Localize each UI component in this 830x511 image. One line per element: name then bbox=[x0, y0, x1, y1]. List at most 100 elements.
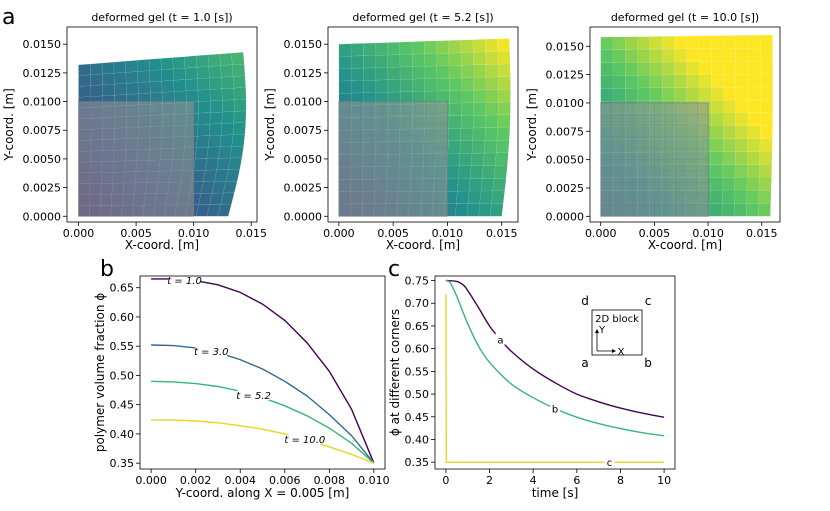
gel2-cell bbox=[338, 43, 352, 57]
gel1-cell bbox=[185, 89, 199, 103]
gel1-cell bbox=[90, 84, 103, 97]
gel3-cell bbox=[600, 36, 614, 51]
inset-corner-d: d bbox=[581, 294, 589, 308]
gel2-cell bbox=[497, 101, 511, 116]
gel2-cell bbox=[454, 203, 469, 217]
gel2-ytick-label-5: 0.0125 bbox=[284, 67, 323, 80]
gel1-cell bbox=[173, 79, 187, 92]
gel3-xtick-label-0: 0.000 bbox=[585, 227, 617, 240]
gel3-cell bbox=[710, 151, 724, 165]
gel1-cell bbox=[196, 66, 210, 80]
gel1-cell bbox=[221, 87, 235, 101]
gel3-frame bbox=[589, 26, 781, 223]
gel2-ylabel: Y-coord. [m] bbox=[263, 88, 277, 162]
gel1-ytick-label-0: 0.0000 bbox=[23, 210, 62, 223]
gel2-cell bbox=[459, 140, 473, 154]
gel1-cell bbox=[233, 87, 247, 100]
gel1-cell bbox=[161, 68, 174, 82]
gel3-cell bbox=[698, 61, 712, 75]
profiles-ytick-label-1: 0.40 bbox=[110, 428, 135, 441]
profiles-xtick-label-3: 0.006 bbox=[269, 474, 301, 487]
panel-label-a: a bbox=[2, 5, 15, 30]
gel2-cell bbox=[460, 52, 474, 66]
gel3-cell bbox=[674, 61, 687, 76]
gel1-ylabel: Y-coord. [m] bbox=[2, 88, 16, 162]
corner-line-0 bbox=[445, 279, 665, 418]
gel3-cell bbox=[758, 177, 772, 191]
gel1-cell bbox=[221, 76, 235, 90]
profile-line-1 bbox=[151, 344, 375, 464]
gel2-cell bbox=[497, 76, 511, 90]
gel3-cell bbox=[649, 61, 663, 76]
inset-y-arrowhead bbox=[595, 329, 599, 333]
gel3-cell bbox=[625, 74, 638, 89]
gel3-xtick-label-2: 0.010 bbox=[692, 227, 724, 240]
profiles-ytick-label-6: 0.65 bbox=[110, 282, 135, 295]
gel2-cell bbox=[446, 165, 460, 179]
gel2-cell bbox=[424, 78, 438, 92]
gel1-cell bbox=[172, 67, 186, 81]
gel3-cell bbox=[757, 203, 771, 217]
gel3-undeformed-mesh bbox=[600, 102, 709, 217]
gel3-ytick-label-1: 0.0025 bbox=[546, 182, 585, 195]
corners-xtick-label-1: 2 bbox=[486, 474, 493, 487]
gel1-cell bbox=[113, 60, 127, 74]
gel1-cell bbox=[161, 80, 175, 93]
corner-label-bg-0 bbox=[495, 333, 506, 345]
profiles-ytick-label-2: 0.45 bbox=[110, 399, 135, 412]
gel1-cell bbox=[102, 83, 115, 97]
gel1-cell bbox=[231, 134, 246, 147]
gel3-cell bbox=[661, 61, 675, 76]
profiles-xtick-label-1: 0.002 bbox=[180, 474, 212, 487]
gel2-cell bbox=[460, 64, 474, 79]
gel1-cell bbox=[101, 72, 115, 86]
inset-y-label: Y bbox=[598, 325, 606, 336]
gel3-xtick-label-1: 0.005 bbox=[639, 227, 671, 240]
gel1-cell bbox=[125, 60, 138, 73]
gel2-cell bbox=[424, 53, 437, 67]
gel3-cell bbox=[735, 86, 749, 101]
gel1-title: deformed gel (t = 1.0 [s]) bbox=[91, 11, 232, 24]
gel1-cell bbox=[219, 52, 233, 66]
gel3-cell bbox=[612, 75, 626, 89]
gel1-cell bbox=[113, 83, 127, 96]
gel2-xtick-label-1: 0.005 bbox=[377, 227, 409, 240]
gel3-cell bbox=[649, 87, 663, 102]
gel1-cell bbox=[232, 75, 246, 89]
corner-label-1: b bbox=[552, 405, 558, 416]
gel2-cell bbox=[387, 41, 401, 56]
gel3-cell bbox=[711, 86, 724, 101]
gel2-cell bbox=[436, 77, 450, 92]
gel3-cell bbox=[625, 36, 638, 50]
gel2-undeformed-mesh bbox=[338, 101, 448, 217]
profile-label-bg-2 bbox=[237, 389, 270, 401]
gel1-xtick-label-2: 0.010 bbox=[178, 227, 210, 240]
corners-ytick-label-8: 0.75 bbox=[405, 275, 430, 288]
profile-label-bg-0 bbox=[168, 273, 201, 285]
gel1-cell bbox=[233, 98, 247, 112]
profile-label-0: t = 1.0 bbox=[167, 276, 202, 287]
gel1-cell bbox=[209, 88, 223, 102]
gel2-cell bbox=[375, 67, 389, 81]
gel3-cell bbox=[710, 177, 723, 191]
gel3-cell bbox=[686, 35, 700, 50]
gel3-cell bbox=[745, 203, 759, 217]
gel3-cell bbox=[709, 203, 723, 217]
gel2-cell bbox=[468, 178, 483, 192]
gel2-cell bbox=[491, 190, 505, 204]
gel3-cell bbox=[723, 35, 736, 49]
gel3-cell bbox=[686, 48, 700, 63]
gel3-cell bbox=[747, 60, 761, 75]
gel1-cell bbox=[206, 146, 221, 159]
gel2-cell bbox=[497, 63, 511, 78]
corners-xtick-label-0: 0 bbox=[442, 474, 449, 487]
gel2-cell bbox=[478, 203, 492, 217]
gel2-cell bbox=[481, 165, 496, 179]
gel3-cell bbox=[735, 73, 749, 88]
gel2-cell bbox=[448, 52, 462, 66]
gel2-cell bbox=[387, 79, 401, 93]
gel2-cell bbox=[495, 152, 509, 166]
gel2-frame bbox=[327, 26, 519, 223]
gel2-cell bbox=[375, 79, 389, 93]
gel2-title: deformed gel (t = 5.2 [s]) bbox=[352, 11, 493, 24]
